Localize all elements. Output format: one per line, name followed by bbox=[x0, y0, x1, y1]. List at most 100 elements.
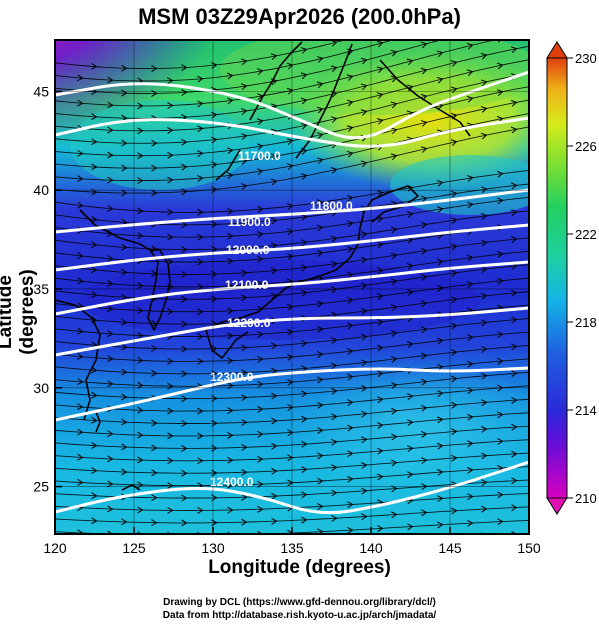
wind-arrowhead bbox=[390, 355, 398, 363]
wind-arrowhead bbox=[91, 543, 96, 549]
wind-arrowhead bbox=[390, 127, 398, 135]
wind-arrowhead bbox=[331, 515, 338, 522]
height-contour-label: 12000.0 bbox=[226, 243, 270, 257]
wind-arrowhead bbox=[407, 419, 414, 427]
wind-arrowhead bbox=[481, 346, 488, 353]
wind-arrowhead bbox=[407, 523, 414, 531]
wind-arrowhead bbox=[107, 280, 114, 287]
wind-arrowhead bbox=[270, 153, 278, 161]
wind-arrowhead bbox=[300, 47, 308, 54]
wind-arrowhead bbox=[181, 188, 188, 196]
wind-arrowhead bbox=[197, 100, 204, 108]
wind-arrowhead bbox=[420, 247, 428, 255]
wind-arrowhead bbox=[346, 48, 354, 56]
streamline bbox=[55, 250, 529, 288]
wind-arrowhead bbox=[316, 249, 324, 257]
wind-arrowhead bbox=[121, 268, 128, 276]
wind-arrowhead bbox=[346, 220, 354, 228]
wind-arrowhead bbox=[450, 349, 458, 356]
wind-arrowhead bbox=[91, 492, 98, 500]
wind-arrowhead bbox=[420, 300, 428, 308]
wind-arrowhead bbox=[197, 233, 204, 241]
wind-arrowhead bbox=[76, 252, 84, 260]
wind-arrowhead bbox=[330, 167, 338, 174]
wind-arrowhead bbox=[167, 308, 174, 315]
wind-arrowhead bbox=[436, 50, 444, 58]
colorbar-tick-label: 210 bbox=[575, 491, 597, 506]
wind-arrowhead bbox=[181, 138, 188, 146]
wind-arrowhead bbox=[77, 99, 84, 107]
wind-arrowhead bbox=[391, 407, 398, 415]
wind-arrowhead bbox=[420, 326, 428, 334]
wind-arrowhead bbox=[377, 473, 384, 481]
wind-arrowhead bbox=[330, 260, 338, 268]
wind-arrowhead bbox=[436, 206, 444, 213]
wind-arrowhead bbox=[227, 432, 234, 439]
wind-arrowhead bbox=[286, 62, 294, 70]
wind-arrowhead bbox=[497, 411, 504, 419]
wind-arrowhead bbox=[376, 190, 384, 197]
wind-arrowhead bbox=[467, 493, 474, 501]
wind-arrowhead bbox=[91, 163, 98, 171]
wind-arrowhead bbox=[167, 382, 174, 390]
height-contour-line bbox=[55, 260, 529, 316]
x-tick-label: 145 bbox=[438, 540, 462, 556]
wind-arrowhead bbox=[510, 182, 518, 190]
wind-arrowhead bbox=[466, 95, 474, 103]
wind-arrowhead bbox=[376, 215, 384, 223]
wind-arrowhead bbox=[300, 72, 308, 80]
wind-arrowhead bbox=[121, 139, 128, 147]
wind-arrowhead bbox=[167, 432, 174, 440]
wind-arrowhead bbox=[181, 519, 188, 527]
wind-arrowhead bbox=[497, 331, 504, 339]
wind-arrowhead bbox=[286, 203, 294, 210]
wind-arrowhead bbox=[227, 506, 234, 514]
wind-arrowhead bbox=[376, 318, 384, 326]
wind-arrowhead bbox=[257, 430, 264, 438]
wind-arrowhead bbox=[481, 0, 487, 6]
lat-lon-grid bbox=[55, 40, 529, 534]
wind-arrowhead bbox=[287, 328, 294, 336]
wind-arrowhead bbox=[360, 333, 368, 341]
wind-arrowhead bbox=[77, 478, 84, 486]
wind-arrowhead bbox=[167, 102, 174, 110]
wind-arrowhead bbox=[197, 174, 204, 182]
wind-arrowhead bbox=[390, 252, 398, 260]
wind-arrowhead bbox=[226, 97, 234, 105]
wind-arrowhead bbox=[421, 404, 428, 412]
wind-arrowhead bbox=[137, 331, 144, 339]
wind-arrowhead bbox=[316, 300, 324, 308]
wind-arrowhead bbox=[121, 418, 128, 426]
wind-arrowhead bbox=[107, 430, 114, 438]
wind-arrowhead bbox=[181, 163, 188, 171]
wind-arrowhead bbox=[390, 381, 398, 389]
wind-arrowhead bbox=[376, 92, 384, 99]
wind-arrowhead bbox=[227, 357, 234, 365]
wind-arrowhead bbox=[347, 526, 354, 534]
wind-arrowhead bbox=[450, 112, 458, 120]
wind-arrowhead bbox=[181, 395, 188, 403]
wind-arrowhead bbox=[107, 480, 114, 488]
wind-arrowhead bbox=[167, 506, 174, 514]
colorbar-min-arrow bbox=[546, 497, 568, 515]
wind-arrowhead bbox=[91, 291, 98, 299]
wind-arrowhead bbox=[227, 307, 234, 315]
wind-arrowhead bbox=[347, 450, 354, 458]
wind-arrowhead bbox=[107, 305, 114, 313]
wind-arrowhead bbox=[287, 429, 294, 437]
wind-arrowhead bbox=[197, 357, 204, 365]
wind-arrowhead bbox=[407, 445, 414, 453]
colorbar: 210 214 218 222 226 230 bbox=[546, 41, 597, 515]
wind-arrowhead bbox=[317, 401, 324, 409]
wind-arrowhead bbox=[271, 342, 278, 350]
wind-arrowhead bbox=[346, 125, 354, 132]
streamline bbox=[55, 439, 529, 462]
wind-arrowhead bbox=[241, 518, 248, 526]
wind-arrowhead bbox=[300, 97, 308, 105]
wind-arrowhead bbox=[271, 217, 278, 225]
wind-arrowhead bbox=[227, 208, 234, 215]
height-contour-label: 12300.0 bbox=[210, 370, 254, 384]
wind-arrowhead bbox=[241, 394, 248, 402]
wind-arrowhead bbox=[240, 108, 248, 115]
